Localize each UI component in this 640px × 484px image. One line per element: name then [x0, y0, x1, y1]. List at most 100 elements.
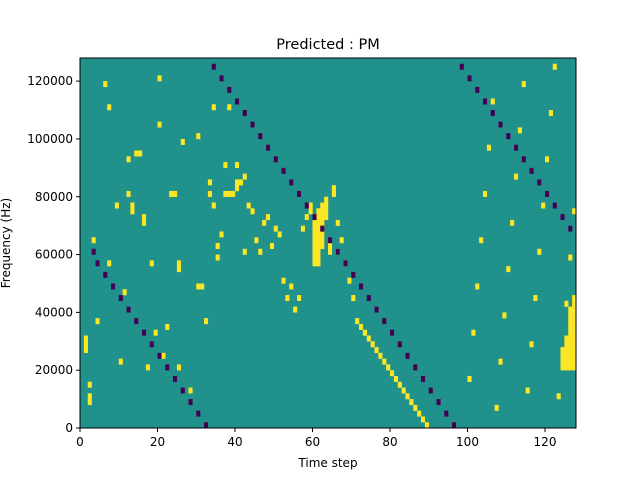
heatmap-cell-high	[235, 185, 240, 192]
heatmap-cell-high	[231, 190, 236, 197]
heatmap-cell-high	[176, 260, 181, 267]
heatmap-cell-high	[312, 219, 317, 226]
heatmap-cell-high	[316, 214, 321, 221]
heatmap-cell-high	[320, 243, 325, 249]
heatmap-cell-high	[87, 393, 92, 400]
heatmap-cell-high	[312, 231, 317, 238]
heatmap-cell-high	[572, 323, 577, 330]
heatmap-cell-high	[138, 150, 143, 157]
heatmap-cell-low	[328, 237, 333, 244]
heatmap-cell-high	[207, 179, 212, 186]
heatmap-cell-high	[176, 364, 181, 371]
heatmap-cell-high	[316, 254, 321, 261]
heatmap-cell-high	[316, 219, 321, 226]
heatmap-cell-high	[153, 329, 158, 336]
heatmap-cell-low	[173, 375, 178, 382]
heatmap-cell-high	[204, 318, 209, 325]
heatmap-cell-low	[359, 283, 364, 290]
heatmap-cell-high	[118, 358, 123, 365]
heatmap-cell-high	[324, 196, 329, 203]
heatmap-cell-high	[424, 422, 429, 429]
heatmap-cell-high	[506, 266, 511, 273]
heatmap-cell-high	[211, 104, 216, 111]
x-tick-label: 20	[150, 435, 165, 449]
heatmap-cell-high	[173, 190, 178, 197]
heatmap-cell-high	[328, 243, 333, 249]
heatmap-cell-low	[413, 364, 418, 371]
heatmap-cell-high	[572, 352, 577, 359]
heatmap-cell-high	[475, 283, 480, 290]
heatmap-cell-high	[316, 243, 321, 249]
heatmap-cell-high	[130, 202, 135, 209]
heatmap-cell-low	[436, 399, 441, 406]
heatmap-cell-high	[246, 202, 251, 209]
heatmap-cell-high	[568, 358, 573, 365]
heatmap-cell-low	[134, 318, 139, 325]
y-axis: 0 20000 40000 60000 80000 100000 120000	[27, 74, 80, 435]
heatmap-cell-high	[572, 300, 577, 307]
heatmap-cell-high	[277, 231, 282, 238]
heatmap-cell-high	[572, 358, 577, 365]
heatmap-cell-high	[312, 248, 317, 255]
heatmap-cell-low	[180, 387, 185, 394]
heatmap-cell-high	[498, 358, 503, 365]
heatmap-cell-low	[91, 248, 96, 255]
heatmap-cell-low	[351, 271, 356, 278]
heatmap-cell-high	[328, 248, 333, 255]
heatmap-cell-high	[564, 352, 569, 359]
x-tick-label: 80	[382, 435, 397, 449]
heatmap-cell-low	[421, 375, 426, 382]
heatmap-cell-low	[103, 271, 108, 278]
heatmap-cell-low	[521, 156, 526, 163]
heatmap-cell-high	[560, 347, 565, 354]
y-tick-label: 60000	[35, 248, 73, 262]
heatmap-cell-high	[510, 219, 515, 226]
heatmap-cell-low	[366, 295, 371, 302]
heatmap-cell-low	[475, 86, 480, 93]
heatmap-cell-high	[490, 98, 495, 105]
heatmap-cell-high	[223, 162, 228, 169]
heatmap-cell-high	[87, 381, 92, 388]
heatmap-cell-high	[242, 248, 247, 255]
heatmap-cell-low	[297, 190, 302, 197]
heatmap-cell-high	[568, 323, 573, 330]
chart-title: Predicted : PM	[276, 37, 379, 53]
heatmap-cell-high	[564, 300, 569, 307]
heatmap-cell-high	[269, 243, 274, 249]
heatmap-cell-high	[83, 347, 88, 354]
heatmap-cell-low	[506, 133, 511, 140]
heatmap-cell-low	[320, 225, 325, 232]
heatmap-cell-high	[471, 329, 476, 336]
heatmap-cell-low	[490, 110, 495, 117]
heatmap-cell-high	[521, 81, 526, 88]
heatmap-cell-high	[362, 329, 367, 336]
heatmap-cell-high	[215, 254, 220, 261]
heatmap-cell-low	[165, 364, 170, 371]
heatmap-cell-high	[293, 306, 298, 313]
heatmap-cell-high	[297, 295, 302, 302]
heatmap-cell-high	[564, 364, 569, 371]
x-tick-label: 0	[76, 435, 84, 449]
heatmap-cell-high	[568, 352, 573, 359]
heatmap-cell-high	[568, 318, 573, 325]
heatmap-cell-high	[161, 352, 166, 359]
heatmap-cell-high	[180, 138, 185, 145]
heatmap-cell-high	[324, 202, 329, 209]
heatmap-cell-low	[211, 63, 216, 70]
heatmap-cell-high	[130, 208, 135, 215]
heatmap-cell-low	[459, 63, 464, 70]
heatmap-cell-low	[304, 202, 309, 209]
heatmap-cell-high	[413, 404, 418, 411]
heatmap-cell-high	[207, 190, 212, 197]
heatmap-cell-high	[316, 248, 321, 255]
heatmap-cell-high	[242, 173, 247, 180]
heatmap-cell-high	[572, 306, 577, 313]
heatmap-cell-high	[568, 312, 573, 319]
heatmap-cell-high	[378, 352, 383, 359]
heatmap-cell-high	[126, 190, 131, 197]
heatmap-cell-high	[312, 225, 317, 232]
heatmap-cell-high	[572, 312, 577, 319]
heatmap-cell-low	[149, 341, 154, 348]
heatmap-cell-low	[266, 144, 271, 151]
